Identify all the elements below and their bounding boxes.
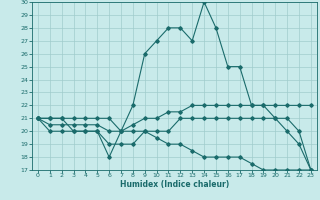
X-axis label: Humidex (Indice chaleur): Humidex (Indice chaleur) (120, 180, 229, 189)
